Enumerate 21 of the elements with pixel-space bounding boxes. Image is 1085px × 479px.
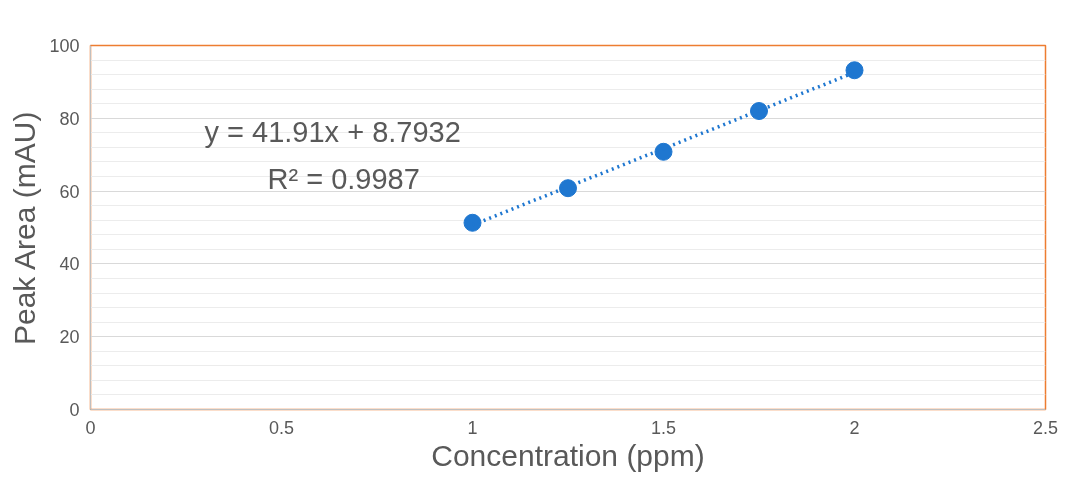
x-tick-label: 1.5 [650, 417, 677, 438]
y-axis-title: Peak Area (mAU) [8, 111, 42, 346]
point [654, 142, 673, 161]
x-axis-title: Concentration (ppm) [431, 438, 705, 472]
y-tick-label: 60 [59, 181, 80, 202]
annotation: R² = 0.9987 [267, 162, 420, 195]
point [845, 61, 864, 80]
y-tick-label: 0 [69, 400, 80, 420]
annotation: y = 41.91x + 8.7932 [204, 115, 461, 148]
x-tick-label: 0 [85, 417, 96, 438]
y-tick-label: 20 [59, 327, 80, 348]
y-tick-label: 40 [59, 254, 80, 275]
point [463, 213, 482, 232]
x-tick-label: 1 [467, 417, 478, 438]
point [559, 179, 577, 198]
y-tick-label: 80 [59, 108, 80, 129]
x-tick-label: 0.5 [268, 417, 295, 438]
x-tick-label: 2 [849, 417, 860, 438]
x-tick-label: 2.5 [1032, 417, 1059, 438]
y-tick-label: 100 [49, 36, 80, 56]
point [750, 102, 768, 120]
